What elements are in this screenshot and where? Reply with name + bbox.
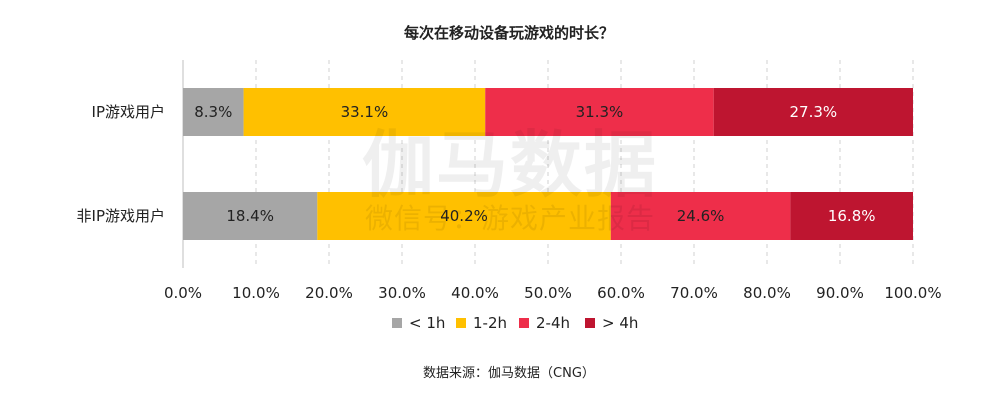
legend-label: 2-4h [536,314,570,332]
data-label: 16.8% [828,207,876,225]
x-tick-label: 60.0% [597,284,645,302]
data-label: 24.6% [677,207,725,225]
bar-segment [183,192,318,240]
bar-segment [713,88,913,136]
data-label: 40.2% [440,207,488,225]
legend-swatch [456,318,466,328]
category-label: 非IP游戏用户 [77,207,165,225]
x-tick-label: 40.0% [451,284,499,302]
bar-segment [183,88,244,136]
bars: 8.3% 33.1% 31.3% 27.3% 18.4% 40.2% 24.6% 16.8% [183,88,913,240]
data-label: 33.1% [341,103,389,121]
watermark-wechat-text: 微信号：游戏产业报告 [365,202,655,235]
legend-label: 1-2h [473,314,507,332]
legend: < 1h 1-2h 2-4h > 4h [392,314,638,332]
x-tick-label: 10.0% [232,284,280,302]
x-tick-label: 100.0% [884,284,941,302]
x-axis: 0.0% 10.0% 20.0% 30.0% 40.0% 50.0% 60.0% 70.0% 8… [164,284,942,302]
legend-swatch [585,318,595,328]
bar-segment [610,192,791,240]
data-label: 18.4% [226,207,274,225]
x-tick-label: 30.0% [378,284,426,302]
bar-segment [243,88,486,136]
source-note: 数据来源：伽马数据（CNG） [423,366,595,381]
watermark-logo-text: 伽马数据 [362,123,658,207]
bar-segment [485,88,714,136]
x-tick-label: 50.0% [524,284,572,302]
legend-swatch [392,318,402,328]
legend-label: < 1h [409,314,445,332]
x-tick-label: 70.0% [670,284,718,302]
data-label: 31.3% [576,103,624,121]
bar-segment [790,192,913,240]
x-tick-label: 0.0% [164,284,202,302]
legend-label: > 4h [602,314,638,332]
bar-segment [317,192,611,240]
x-tick-label: 90.0% [816,284,864,302]
chart-title: 每次在移动设备玩游戏的时长？ [404,24,614,42]
x-tick-label: 80.0% [743,284,791,302]
category-label: IP游戏用户 [92,103,165,121]
legend-swatch [519,318,529,328]
data-label: 8.3% [194,103,232,121]
x-tick-label: 20.0% [305,284,353,302]
data-label: 27.3% [790,103,838,121]
